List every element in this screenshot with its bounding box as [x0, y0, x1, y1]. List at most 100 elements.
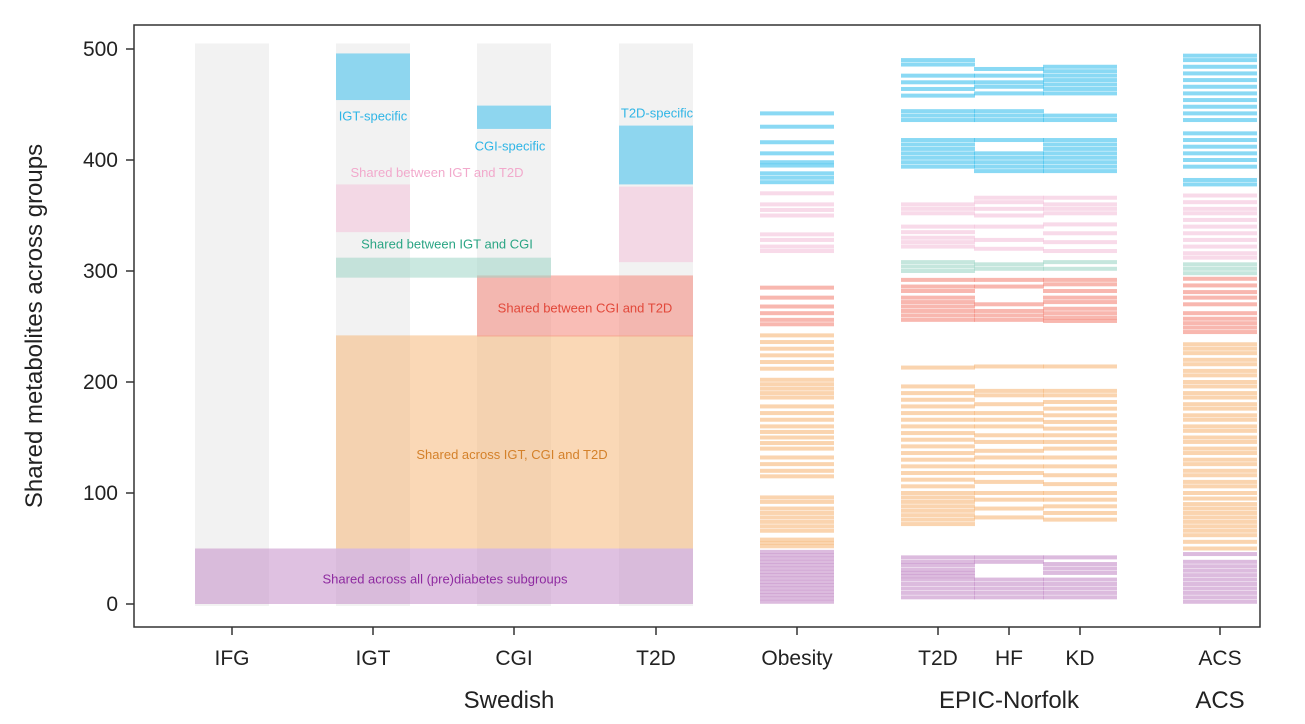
column-bg-ifg: [195, 43, 269, 606]
line-obesity-specific-3: [760, 163, 834, 168]
line-kd-shared-igt-cgi-0: [1043, 266, 1117, 271]
annotation-specific: T2D-specific: [621, 105, 694, 120]
line-acs-shared-all-6: [1183, 573, 1257, 578]
line-hf-specific-0: [974, 169, 1044, 174]
line-acs-specific-13: [1183, 84, 1257, 89]
line-kd-specific-8: [1043, 118, 1117, 123]
block-shared-igt-cgi-t2d-1: [336, 335, 693, 549]
line-epic-t2d-shared-igt-t2d-1: [901, 240, 975, 245]
line-obesity-shared-igt-t2d-0: [760, 249, 834, 254]
line-obesity-shared-cgi-t2d-3: [760, 304, 834, 309]
line-acs-shared-igt-cgi-t2d-32: [1183, 373, 1257, 378]
line-obesity-specific-6: [760, 140, 834, 145]
line-kd-shared-igt-cgi-t2d-0: [1043, 517, 1117, 522]
line-hf-specific-13: [974, 66, 1044, 71]
line-acs-shared-cgi-t2d-0: [1183, 330, 1257, 335]
line-obesity-shared-cgi-t2d-0: [760, 322, 834, 327]
line-kd-shared-igt-cgi-t2d-19: [1043, 364, 1117, 369]
line-acs-shared-igt-cgi-t2d-37: [1183, 346, 1257, 351]
line-obesity-shared-igt-cgi-t2d-20: [760, 417, 834, 422]
line-acs-specific-17: [1183, 58, 1257, 63]
annotation-shared-igt-cgi-t2d: Shared across IGT, CGI and T2D: [416, 447, 607, 462]
line-acs-shared-all-3: [1183, 586, 1257, 591]
line-kd-shared-igt-cgi-t2d-15: [1043, 406, 1117, 411]
line-hf-specific-8: [974, 109, 1044, 114]
line-acs-shared-igt-cgi-t2d-5: [1183, 519, 1257, 524]
line-obesity-specific-4: [760, 160, 834, 165]
line-hf-specific-11: [974, 80, 1044, 85]
line-acs-shared-igt-cgi-t2d-29: [1183, 391, 1257, 396]
line-obesity-shared-igt-cgi-t2d-28: [760, 366, 834, 371]
line-epic-t2d-shared-cgi-t2d-4: [901, 300, 975, 305]
line-hf-shared-cgi-t2d-1: [974, 313, 1044, 318]
line-kd-shared-igt-t2d-2: [1043, 231, 1117, 236]
line-obesity-specific-0: [760, 180, 834, 185]
line-kd-shared-igt-cgi-t2d-7: [1043, 464, 1117, 469]
line-acs-shared-igt-cgi-t2d-4: [1183, 524, 1257, 529]
line-kd-specific-4: [1043, 151, 1117, 156]
line-obesity-shared-igt-cgi-t2d-4: [760, 524, 834, 529]
swedish-blocks: [195, 53, 693, 604]
line-acs-specific-7: [1183, 131, 1257, 136]
annotation-shared-cgi-t2d: Shared between CGI and T2D: [498, 301, 673, 316]
line-acs-specific-16: [1183, 64, 1257, 69]
line-obesity-shared-igt-cgi-t2d-15: [760, 446, 834, 451]
line-obesity-shared-igt-t2d-3: [760, 232, 834, 237]
block-shared-igt-t2d-4: [336, 184, 410, 233]
block-shared-igt-t2d-5: [619, 186, 693, 263]
line-hf-shared-all-6: [974, 555, 1044, 560]
line-kd-shared-igt-cgi-t2d-1: [1043, 510, 1117, 515]
line-acs-specific-12: [1183, 91, 1257, 96]
line-epic-t2d-shared-all-7: [901, 567, 975, 572]
line-epic-t2d-shared-cgi-t2d-2: [901, 308, 975, 313]
line-obesity-shared-igt-cgi-t2d-21: [760, 411, 834, 416]
line-acs-shared-all-5: [1183, 577, 1257, 582]
line-kd-shared-igt-cgi-t2d-2: [1043, 504, 1117, 509]
line-obesity-shared-igt-t2d-7: [760, 191, 834, 196]
line-acs-shared-igt-cgi-t2d-38: [1183, 342, 1257, 347]
line-obesity-specific-2: [760, 171, 834, 176]
line-obesity-shared-all-1: [760, 596, 834, 601]
line-acs-shared-igt-t2d-10: [1183, 193, 1257, 198]
line-epic-t2d-shared-igt-cgi-t2d-16: [901, 431, 975, 436]
line-obesity-shared-igt-t2d-5: [760, 207, 834, 212]
line-hf-shared-all-3: [974, 582, 1044, 587]
line-acs-shared-all-8: [1183, 564, 1257, 569]
line-kd-shared-igt-t2d-1: [1043, 240, 1117, 245]
line-acs-shared-igt-cgi-t2d-21: [1183, 435, 1257, 440]
line-obesity-shared-igt-cgi-t2d-31: [760, 346, 834, 351]
line-acs-shared-igt-cgi-t2d-31: [1183, 380, 1257, 384]
x-axis: Obesity IFG IGT CGI T2D Swedish T2D HF KD EPIC-No…: [215, 627, 1245, 714]
annotation-shared-igt-t2d: Shared between IGT and T2D: [351, 165, 524, 180]
line-obesity-shared-igt-t2d-4: [760, 213, 834, 218]
line-hf-shared-igt-cgi-1: [974, 262, 1044, 267]
line-epic-t2d-shared-igt-t2d-6: [901, 206, 975, 211]
line-acs-shared-cgi-t2d-1: [1183, 325, 1257, 330]
line-acs-shared-all-9: [1183, 559, 1257, 564]
line-epic-t2d-shared-igt-cgi-t2d-0: [901, 522, 975, 527]
line-epic-t2d-shared-cgi-t2d-3: [901, 304, 975, 309]
line-acs-shared-igt-t2d-9: [1183, 200, 1257, 205]
line-epic-t2d-shared-igt-cgi-t2d-1: [901, 517, 975, 522]
line-acs-shared-all-2: [1183, 590, 1257, 595]
line-hf-shared-igt-cgi-t2d-13: [974, 411, 1044, 416]
line-hf-shared-igt-t2d-2: [974, 224, 1044, 229]
line-kd-specific-14: [1043, 73, 1117, 78]
line-obesity-shared-igt-cgi-t2d-33: [760, 333, 834, 338]
line-kd-shared-cgi-t2d-1: [1043, 315, 1117, 320]
line-kd-shared-cgi-t2d-3: [1043, 306, 1117, 311]
line-epic-t2d-specific-14: [901, 62, 975, 67]
line-epic-t2d-shared-cgi-t2d-5: [901, 295, 975, 300]
line-kd-shared-all-2: [1043, 586, 1117, 591]
block-specific-7: [477, 105, 551, 129]
line-acs-shared-igt-cgi-t2d-34: [1183, 362, 1257, 367]
line-obesity-shared-igt-t2d-6: [760, 202, 834, 207]
line-kd-specific-1: [1043, 164, 1117, 169]
line-acs-shared-cgi-t2d-4: [1183, 311, 1257, 316]
line-hf-shared-igt-t2d-6: [974, 195, 1044, 200]
line-kd-shared-igt-t2d-5: [1043, 206, 1117, 211]
line-kd-shared-igt-cgi-t2d-16: [1043, 399, 1117, 404]
line-epic-t2d-shared-igt-cgi-t2d-8: [901, 484, 975, 489]
line-hf-shared-all-1: [974, 590, 1044, 595]
line-obesity-shared-igt-cgi-t2d-30: [760, 353, 834, 358]
